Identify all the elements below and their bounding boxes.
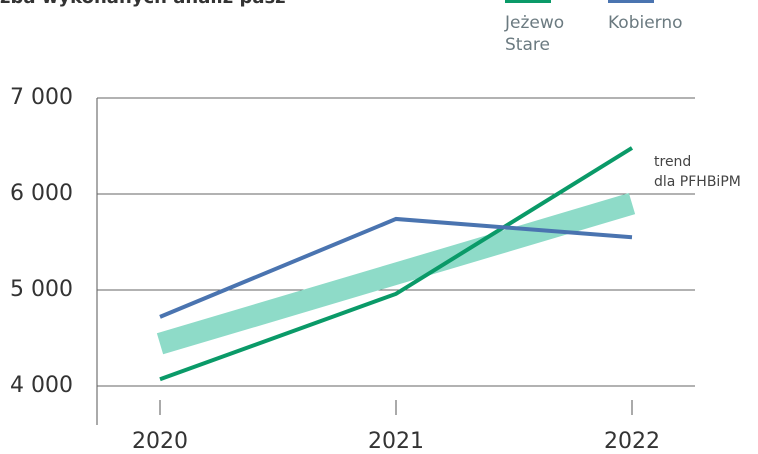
legend-swatch	[505, 0, 551, 3]
series-line	[159, 216, 633, 319]
trend-label: dla PFHBiPM	[654, 174, 741, 190]
x-tick-label: 2020	[132, 429, 188, 454]
legend-label: Kobierno	[608, 13, 683, 33]
legend-label: Jeżewo Stare	[505, 13, 565, 55]
y-tick-label: 6 000	[10, 181, 73, 206]
x-tick-label: 2021	[368, 429, 424, 454]
series-line	[159, 146, 634, 382]
trend-band	[156, 193, 636, 355]
y-tick-label: 4 000	[10, 373, 73, 398]
trend-label: trend	[654, 154, 691, 170]
y-tick-label: 7 000	[10, 85, 73, 110]
y-tick-label: 5 000	[10, 277, 73, 302]
x-tick-label: 2022	[604, 429, 660, 454]
legend-swatch	[608, 0, 654, 3]
chart-title: zba wykonanych analiz pasz	[0, 0, 286, 8]
